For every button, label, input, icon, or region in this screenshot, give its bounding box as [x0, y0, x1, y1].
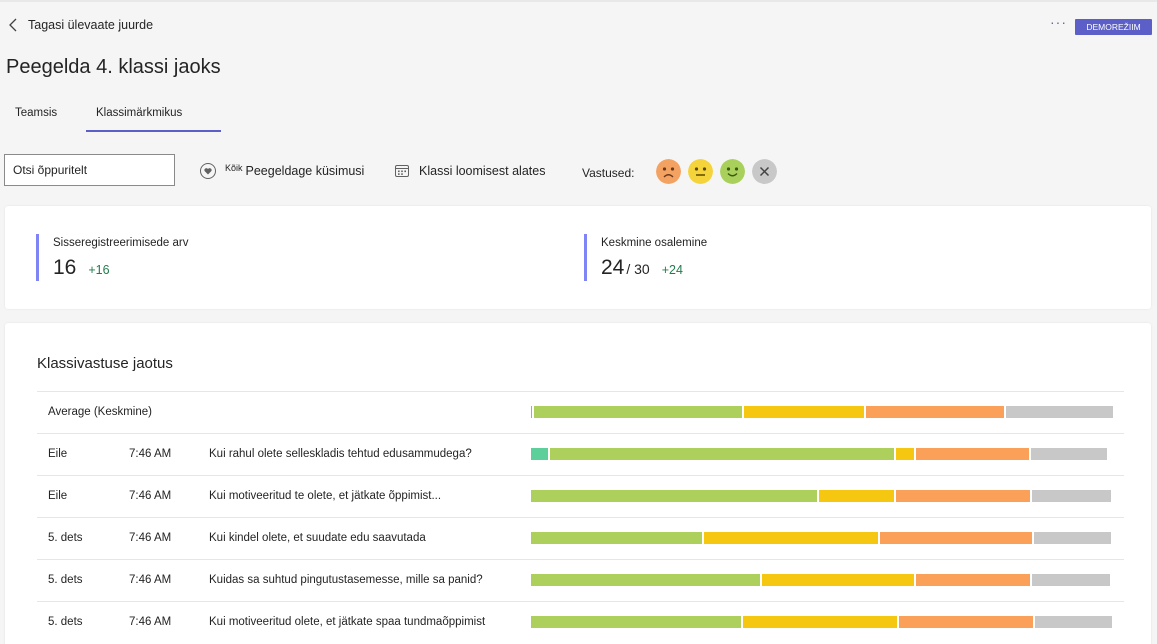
- row-time: 7:46 AM: [129, 490, 172, 502]
- row-time: 7:46 AM: [129, 574, 172, 586]
- row-question: Kui rahul olete selleskladis tehtud edus…: [209, 448, 472, 460]
- date-filter-label: Klassi loomisest alates: [419, 164, 546, 178]
- participation-value: 24: [601, 256, 625, 279]
- table-row[interactable]: 5. dets 7:46 AM Kuidas sa suhtud pingutu…: [37, 559, 1124, 601]
- heart-icon: [200, 163, 216, 179]
- bar-segment-sad: [916, 574, 1030, 586]
- date-filter[interactable]: Klassi loomisest alates: [393, 162, 545, 180]
- top-border: [0, 0, 1157, 2]
- bar-segment-sad: [866, 406, 1004, 418]
- tab-class-notebook[interactable]: Klassimärkmikus: [86, 100, 221, 132]
- search-input[interactable]: Otsi õppuritelt: [4, 154, 175, 186]
- bar-segment-neutral: [704, 532, 878, 544]
- sad-face-icon[interactable]: [656, 159, 681, 184]
- row-day: Eile: [48, 490, 68, 502]
- row-day: Eile: [48, 448, 68, 460]
- row-question: Kui kindel olete, et suudate edu saavuta…: [209, 532, 426, 544]
- bar-segment-neutral: [762, 574, 914, 586]
- bar-segment-sad: [880, 532, 1032, 544]
- bar-segment-sad: [896, 490, 1030, 502]
- table-row[interactable]: Eile 7:46 AM Kui motiveeritud te olete, …: [37, 475, 1124, 517]
- bar-segment-no-response: [1035, 616, 1112, 628]
- row-time: 7:46 AM: [129, 616, 172, 628]
- row-day: 5. dets: [48, 532, 83, 544]
- response-bar: [531, 490, 1113, 502]
- distribution-title: Klassivastuse jaotus: [37, 355, 173, 372]
- bar-segment-very-happy: [531, 448, 548, 460]
- stats-card: Sisseregistreerimisede arv 16 +16 Keskmi…: [5, 206, 1151, 309]
- row-time: 7:46 AM: [129, 532, 172, 544]
- participation-label: Keskmine osalemine: [601, 237, 708, 249]
- questions-filter-label: Peegeldage küsimusi: [245, 164, 365, 178]
- no-response-icon[interactable]: [752, 159, 777, 184]
- row-day: 5. dets: [48, 616, 83, 628]
- bar-segment-sad: [916, 448, 1029, 460]
- table-row[interactable]: 5. dets 7:46 AM Kui kindel olete, et suu…: [37, 517, 1124, 559]
- back-link-label: Tagasi ülevaate juurde: [28, 18, 154, 32]
- neutral-face-icon[interactable]: [688, 159, 713, 184]
- row-time: 7:46 AM: [129, 448, 172, 460]
- participation-delta: +24: [661, 263, 683, 277]
- bar-segment-neutral: [744, 406, 864, 418]
- bar-segment-happy: [550, 448, 894, 460]
- response-bar: [531, 574, 1113, 586]
- page-title: Peegelda 4. klassi jaoks: [6, 56, 221, 78]
- calendar-icon: [395, 165, 409, 177]
- distribution-card: Klassivastuse jaotus Average (Keskmine) …: [5, 323, 1151, 644]
- bar-segment-sad: [899, 616, 1033, 628]
- bar-segment-neutral: [896, 448, 914, 460]
- checkins-label: Sisseregistreerimisede arv: [53, 237, 189, 249]
- average-row: Average (Keskmine): [37, 391, 1124, 433]
- average-label: Average (Keskmine): [48, 406, 152, 418]
- participation-denominator: / 30: [626, 261, 650, 277]
- bar-segment-neutral: [819, 490, 894, 502]
- average-bar: [531, 406, 1113, 418]
- row-question: Kui motiveeritud olete, et jätkate spaa …: [209, 616, 486, 628]
- responses-label: Vastused:: [582, 166, 635, 180]
- bar-segment-no-response: [1032, 574, 1110, 586]
- happy-face-icon[interactable]: [720, 159, 745, 184]
- response-bar: [531, 532, 1113, 544]
- more-options-icon[interactable]: ···: [1050, 14, 1067, 30]
- bar-segment-happy: [531, 532, 702, 544]
- bar-segment-happy: [531, 616, 741, 628]
- response-bar: [531, 448, 1113, 460]
- back-link[interactable]: Tagasi ülevaate juurde: [8, 18, 153, 32]
- demo-mode-badge[interactable]: DEMOREŽIIM: [1075, 19, 1152, 35]
- table-row[interactable]: Eile 7:46 AM Kui rahul olete selleskladi…: [37, 433, 1124, 475]
- bar-segment-happy: [531, 574, 760, 586]
- bar-segment-no-response: [1034, 532, 1111, 544]
- bar-segment-happy: [534, 406, 742, 418]
- checkins-value: 16: [53, 256, 77, 279]
- questions-filter-prefix: Kõik: [225, 163, 243, 173]
- checkins-delta: +16: [88, 263, 110, 277]
- bar-segment-happy: [531, 490, 817, 502]
- bar-segment-no-response: [1032, 490, 1111, 502]
- tab-teams[interactable]: Teamsis: [15, 107, 58, 119]
- bar-segment-neutral: [743, 616, 897, 628]
- row-question: Kuidas sa suhtud pingutustasemesse, mill…: [209, 574, 483, 586]
- chevron-left-icon: [9, 18, 17, 32]
- bar-segment-no-response: [1031, 448, 1107, 460]
- row-question: Kui motiveeritud te olete, et jätkate õp…: [209, 490, 442, 502]
- checkins-stat: Sisseregistreerimisede arv 16 +16: [36, 234, 189, 281]
- questions-filter[interactable]: Kõik Peegeldage küsimusi: [199, 162, 364, 180]
- response-bar: [531, 616, 1113, 628]
- row-day: 5. dets: [48, 574, 83, 586]
- participation-stat: Keskmine osalemine 24 / 30 +24: [584, 234, 707, 281]
- bar-segment-very-happy: [531, 406, 532, 418]
- table-row[interactable]: 5. dets 7:46 AM Kui motiveeritud olete, …: [37, 601, 1124, 643]
- bar-segment-no-response: [1006, 406, 1113, 418]
